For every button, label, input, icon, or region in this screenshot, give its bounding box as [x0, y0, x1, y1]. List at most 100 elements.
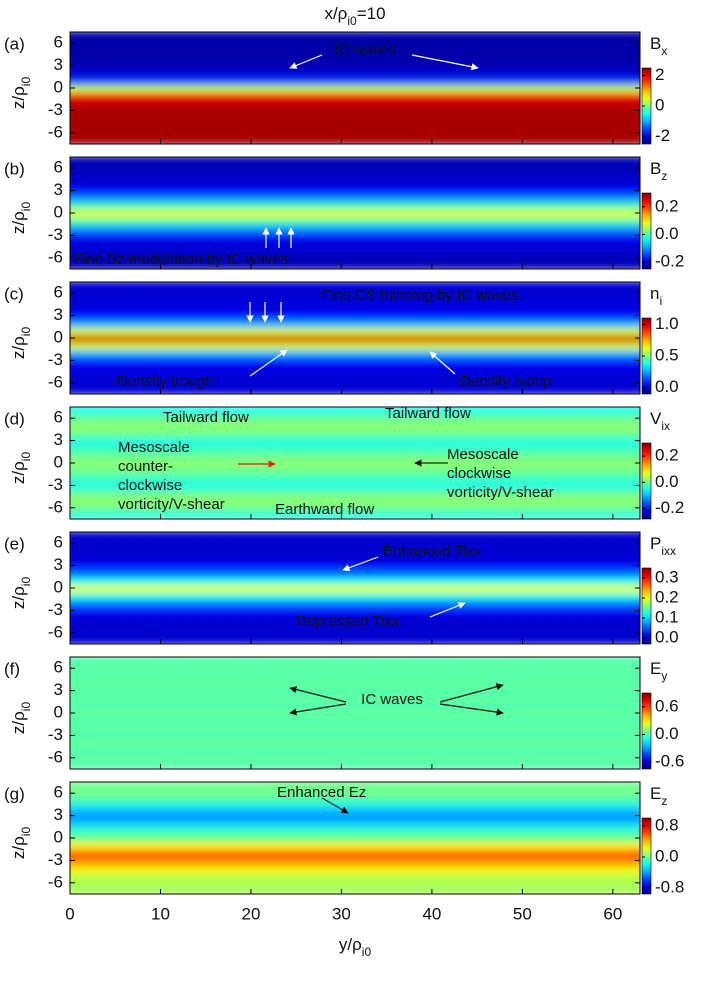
y-tick-label: 6	[54, 158, 63, 177]
heatmap-cell	[70, 420, 640, 431]
y-tick-label: -3	[48, 350, 63, 369]
colorbar-label: Bx	[650, 34, 667, 58]
heatmap-cell	[70, 348, 640, 358]
colorbar-label-base: n	[650, 284, 659, 303]
y-axis-label: z/ρi0	[9, 452, 33, 485]
colorbar-label-base: E	[650, 784, 661, 803]
panel-label: (a)	[4, 34, 25, 53]
y-axis-label: z/ρi0	[9, 827, 33, 860]
colorbar-label-sub: x	[661, 44, 667, 58]
heatmap-cell	[70, 788, 640, 798]
y-tick-label: 3	[54, 305, 63, 324]
y-tick-label: 0	[54, 827, 63, 846]
heatmap-cell	[70, 840, 640, 851]
heatmap-cell	[70, 495, 640, 506]
heatmap-cell	[70, 782, 640, 791]
x-tick-label: 40	[422, 904, 441, 923]
annotation: vorticity/V-shear	[447, 484, 554, 501]
colorbar-tick-label: 0.0	[655, 377, 679, 396]
annotation: vorticity/V-shear	[118, 496, 225, 513]
heatmap-cell	[70, 598, 640, 608]
heatmap-cell	[70, 510, 640, 519]
annotation: Density hump	[460, 373, 552, 390]
colorbar-label: Vix	[650, 409, 670, 433]
colorbar-tick-label: 0.0	[655, 724, 679, 743]
heatmap-cell	[70, 818, 640, 828]
heatmap-cell	[70, 663, 640, 673]
heatmap-cell	[70, 325, 640, 336]
colorbar-tick-label: 2	[655, 65, 664, 84]
heatmap-cell	[70, 833, 640, 843]
y-tick-label: 0	[54, 202, 63, 221]
heatmap-cell	[70, 575, 640, 586]
heatmap-cell	[70, 215, 640, 226]
y-axis-label-base: z/ρ	[9, 211, 28, 234]
annotation: Tailward flow	[385, 405, 471, 422]
colorbar-tick-label: 0.0	[655, 846, 679, 865]
heatmap-cell	[70, 378, 640, 388]
colorbar-tick-label: 0.2	[655, 196, 679, 215]
x-axis-label-base: y/ρ	[339, 935, 362, 954]
heatmap-cell	[70, 855, 640, 866]
heatmap-cell	[70, 355, 640, 366]
heatmap-cell	[70, 738, 640, 748]
heatmap-cell	[70, 443, 640, 453]
heatmap-cell	[70, 407, 640, 416]
colorbar-tick-label: 0.3	[655, 567, 679, 586]
colorbar-tick-label: 0.2	[655, 587, 679, 606]
heatmap-cell	[70, 253, 640, 263]
heatmap-cell	[70, 318, 640, 328]
heatmap-cell	[70, 428, 640, 438]
figure-title-tail: =10	[357, 4, 386, 23]
annotation: clockwise	[447, 465, 511, 482]
panel-label: (b)	[4, 159, 25, 178]
annotation-arrow	[321, 797, 349, 814]
y-tick-label: -3	[48, 100, 63, 119]
heatmap-cell	[70, 503, 640, 513]
heatmap-cell	[70, 605, 640, 616]
heatmap-cell	[70, 848, 640, 858]
heatmap-field	[70, 782, 640, 894]
heatmap-cell	[70, 178, 640, 188]
annotation: Earthward flow	[275, 501, 374, 518]
y-tick-label: 3	[54, 805, 63, 824]
heatmap-cell	[70, 245, 640, 256]
heatmap-cell	[70, 113, 640, 123]
annotation: Depressed Tixx	[296, 613, 400, 630]
heatmap-cell	[70, 568, 640, 578]
colorbar-label-base: B	[650, 34, 661, 53]
heatmap-cell	[70, 745, 640, 756]
colorbar-tick-label: 0.2	[655, 446, 679, 465]
y-tick-label: 0	[54, 77, 63, 96]
y-tick-label: -3	[48, 725, 63, 744]
heatmap-cell	[70, 715, 640, 726]
y-axis-label-base: z/ρ	[9, 586, 28, 609]
heatmap-cell	[70, 635, 640, 644]
heatmap-cell	[70, 303, 640, 313]
heatmap-cell	[70, 553, 640, 563]
colorbar-tick-label: 0.6	[655, 696, 679, 715]
y-axis-label-sub: i0	[19, 577, 33, 587]
heatmap-cell	[70, 590, 640, 601]
heatmap-cell	[70, 370, 640, 381]
heatmap-cell	[70, 135, 640, 144]
heatmap-cell	[70, 628, 640, 638]
y-tick-label: -3	[48, 225, 63, 244]
x-tick-label: 60	[603, 904, 622, 923]
y-tick-label: -6	[48, 872, 63, 891]
y-tick-label: 6	[54, 408, 63, 427]
x-tick-label: 30	[332, 904, 351, 923]
colorbar	[641, 567, 652, 645]
heatmap-cell	[70, 825, 640, 836]
y-tick-label: -6	[48, 247, 63, 266]
heatmap-cell	[70, 435, 640, 446]
heatmap-cell	[70, 288, 640, 298]
y-axis-label-sub: i0	[19, 77, 33, 87]
heatmap-cell	[70, 657, 640, 666]
heatmap-cell	[70, 230, 640, 241]
colorbar-label: Pixx	[650, 534, 676, 558]
y-tick-label: -3	[48, 850, 63, 869]
heatmap-field	[70, 282, 640, 394]
colorbar-tick-label: 0.0	[655, 224, 679, 243]
annotation: Tailward flow	[163, 409, 249, 426]
